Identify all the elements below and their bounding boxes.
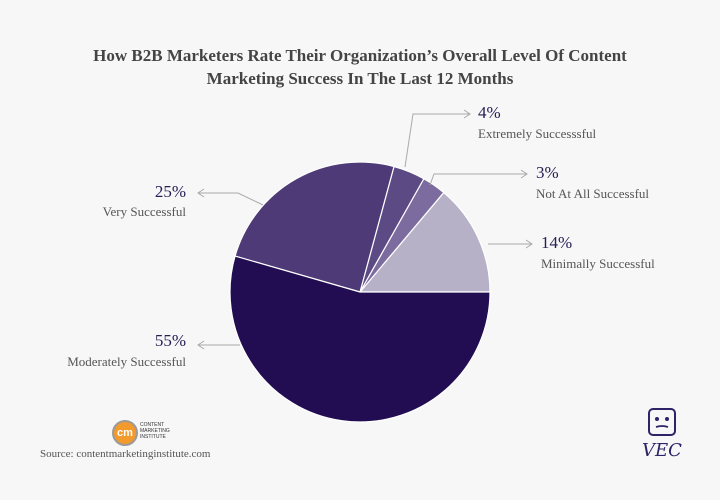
chart-title-line-1: How B2B Marketers Rate Their Organizatio… (93, 46, 627, 65)
leader-arrowhead (197, 188, 205, 198)
robot-face-icon (648, 408, 676, 436)
cmi-logo-line: MARKETING (140, 428, 170, 434)
slice-category-label: Minimally Successful (541, 256, 655, 271)
slice-value-label: 4% (478, 103, 501, 122)
slice-category-label: Not At All Successful (536, 186, 649, 201)
pie-slice (358, 191, 491, 293)
vec-logo-text: VEC (642, 440, 682, 461)
slice-category-label: Moderately Successful (67, 354, 186, 369)
source-note: Source: contentmarketinginstitute.com (40, 448, 211, 460)
vec-logo: VEC (640, 406, 684, 466)
leader-arrowhead (197, 340, 205, 350)
cmi-logo-badge: cm (112, 420, 138, 446)
leader-arrowhead (463, 109, 471, 119)
leader-line (404, 113, 470, 168)
leader-line (198, 192, 264, 206)
chart-title: How B2B Marketers Rate Their Organizatio… (0, 44, 720, 90)
cmi-logo-line: INSTITUTE (140, 434, 166, 440)
slice-category-label: Extremely Successsful (478, 126, 596, 141)
slice-value-label: 3% (536, 163, 559, 182)
chart-title-line-2: Marketing Success In The Last 12 Months (206, 69, 514, 88)
slice-value-label: 55% (155, 331, 186, 350)
cmi-logo: cm CONTENT MARKETING INSTITUTE (112, 420, 172, 450)
leader-line (429, 173, 527, 186)
leader-arrowhead (525, 239, 533, 249)
slice-value-label: 25% (155, 182, 186, 201)
slice-category-label: Very Successful (103, 204, 187, 219)
cmi-logo-line: CONTENT (140, 422, 165, 428)
pie-slice (234, 161, 395, 293)
leader-arrowhead (520, 169, 528, 179)
cmi-logo-text: CONTENT MARKETING INSTITUTE (140, 422, 170, 440)
slice-value-label: 14% (541, 233, 572, 252)
pie-slice (229, 255, 491, 423)
